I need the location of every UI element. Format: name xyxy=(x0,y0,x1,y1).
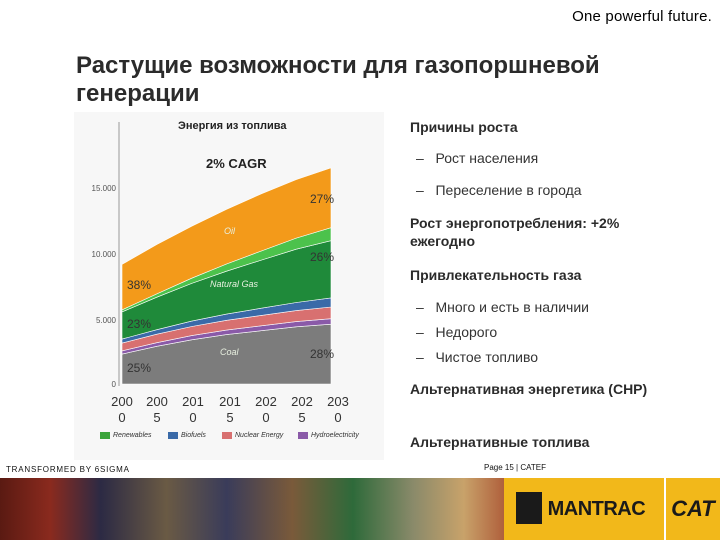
mantrac-logo-text: MANTRAC xyxy=(547,498,646,520)
cat-logo: CAT xyxy=(664,478,720,540)
chart-title: Энергия из топлива xyxy=(178,120,287,132)
cat-logo-text: CAT xyxy=(671,496,715,521)
gas-item: – Чистое топливо xyxy=(416,349,539,365)
legend-swatch xyxy=(100,432,110,439)
mantrac-logo: MANTRAC xyxy=(503,478,665,540)
pct-left-gas: 23% xyxy=(127,317,152,331)
x-tick: 201 5 xyxy=(219,394,241,425)
page-number: Page 15 | CATEF xyxy=(484,463,546,472)
gas-heading: Привлекательность газа xyxy=(410,267,582,283)
slide-title: Растущие возможности для газопоршневой г… xyxy=(76,52,600,107)
chart-cagr: 2% CAGR xyxy=(206,156,267,171)
photo-collage xyxy=(0,478,504,540)
x-tick: 202 5 xyxy=(291,394,313,425)
legend-swatch xyxy=(298,432,308,439)
pct-right-coal: 28% xyxy=(310,347,335,361)
footer-tagline: TRANSFORMED BY 6SIGMA xyxy=(6,465,130,474)
x-tick: 200 0 xyxy=(111,394,133,425)
x-tick: 202 0 xyxy=(255,394,277,425)
gas-item: – Недорого xyxy=(416,324,498,340)
y-tick: 15.000 xyxy=(91,184,116,193)
area-label-coal: Coal xyxy=(220,347,239,357)
reasons-heading: Причины роста xyxy=(410,119,518,135)
area-label-gas: Natural Gas xyxy=(210,279,259,289)
gas-item: – Много и есть в наличии xyxy=(416,299,589,315)
reasons-item: – Переселение в города xyxy=(416,182,582,198)
legend-swatch xyxy=(168,432,178,439)
alt-fuel-heading: Альтернативные топлива xyxy=(410,434,590,450)
legend-item: Biofuels xyxy=(168,432,206,439)
pct-right-gas: 26% xyxy=(310,250,335,264)
legend-item: Nuclear Energy xyxy=(222,432,283,439)
tagline: One powerful future. xyxy=(572,8,712,25)
area-label-oil: Oil xyxy=(224,226,235,236)
y-tick: 10.000 xyxy=(91,250,116,259)
mantrac-icon xyxy=(515,492,542,524)
y-tick: 0 xyxy=(111,380,116,389)
consumption-heading: Рост энергопотребления: +2% ежегодно xyxy=(410,215,620,249)
x-tick: 200 5 xyxy=(146,394,168,425)
pct-right-oil: 27% xyxy=(310,192,335,206)
x-tick: 203 0 xyxy=(327,394,349,425)
x-tick: 201 0 xyxy=(182,394,204,425)
pct-left-oil: 38% xyxy=(127,278,152,292)
legend-swatch xyxy=(222,432,232,439)
y-tick: 5.000 xyxy=(95,316,116,325)
pct-left-coal: 25% xyxy=(127,361,152,375)
legend-item: Hydroelectricity xyxy=(298,432,359,439)
footer-banner: MANTRAC CAT xyxy=(0,478,720,540)
legend-item: Renewables xyxy=(100,432,152,439)
alt-energy-heading: Альтернативная энергетика (CHP) xyxy=(410,381,648,397)
reasons-item: – Рост населения xyxy=(416,150,539,166)
